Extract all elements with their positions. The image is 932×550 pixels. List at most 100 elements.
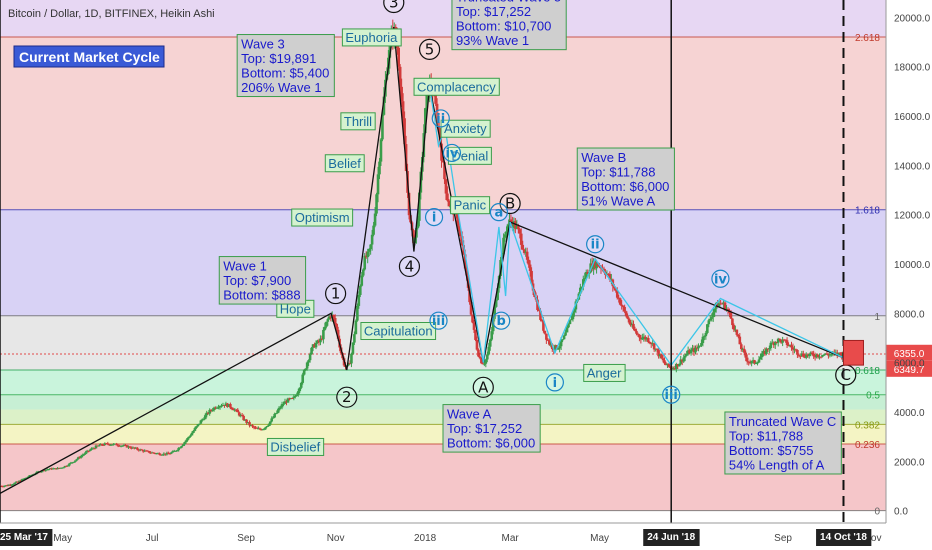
candle-body bbox=[317, 340, 321, 343]
candle-body bbox=[10, 484, 14, 486]
candle-body bbox=[675, 364, 678, 369]
candle-body bbox=[161, 454, 164, 456]
candle-body bbox=[265, 425, 269, 427]
annotation-line: Top: $11,788 bbox=[581, 165, 655, 180]
candle-body bbox=[221, 404, 225, 406]
fib-label: 1.618 bbox=[855, 206, 880, 217]
candle-body bbox=[751, 360, 755, 362]
annotation-line: Bottom: $6,000 bbox=[581, 179, 669, 194]
candle-body bbox=[822, 354, 826, 356]
candle-body bbox=[180, 446, 183, 448]
candle-body bbox=[735, 329, 739, 335]
x-tick-label: Nov bbox=[327, 533, 345, 544]
candle-body bbox=[648, 341, 652, 343]
candle-body bbox=[350, 353, 353, 364]
candle-body bbox=[175, 450, 179, 452]
candle-body bbox=[50, 468, 53, 470]
annotation-line: Wave 1 bbox=[223, 259, 267, 274]
sentiment-box bbox=[413, 77, 500, 96]
candle-body bbox=[685, 354, 688, 356]
annotation-box bbox=[218, 256, 307, 305]
annotation-line: 51% Wave A bbox=[581, 194, 655, 209]
candle-body bbox=[109, 444, 113, 446]
candle-body bbox=[695, 347, 699, 349]
candle-body bbox=[806, 354, 810, 357]
candle-body bbox=[150, 452, 154, 454]
candle-body bbox=[791, 347, 795, 350]
candle-body bbox=[369, 244, 372, 249]
candle-body bbox=[750, 361, 753, 363]
cycle-badge: Current Market Cycle bbox=[19, 49, 160, 65]
x-tick-label: Jul bbox=[146, 533, 159, 544]
candle-body bbox=[113, 443, 117, 445]
candle-body bbox=[571, 312, 575, 320]
candle-body bbox=[270, 418, 274, 422]
candle-body bbox=[583, 278, 587, 280]
candle-body bbox=[720, 303, 724, 305]
candle-body bbox=[121, 445, 124, 447]
candle-body bbox=[810, 352, 814, 354]
candle-body bbox=[807, 354, 811, 357]
candle-body bbox=[230, 407, 234, 409]
annotation-line: Bottom: $6,000 bbox=[447, 436, 535, 451]
candle-body bbox=[579, 287, 582, 294]
subwave-label: iii bbox=[432, 314, 445, 329]
annotation-line: 54% Length of A bbox=[729, 457, 825, 472]
wave-circle bbox=[383, 0, 405, 14]
candle-body bbox=[187, 436, 191, 439]
candle-body bbox=[477, 349, 480, 357]
candle-body bbox=[106, 443, 110, 445]
annotation-line: Top: $17,252 bbox=[447, 421, 522, 436]
candle-body bbox=[621, 306, 625, 308]
candle-body bbox=[655, 348, 659, 350]
annotation-line: Bottom: $5755 bbox=[729, 443, 814, 458]
candle-body bbox=[186, 438, 189, 441]
candle-body bbox=[286, 398, 290, 403]
candle-body bbox=[51, 468, 55, 470]
date-marker-label: 24 Jun '18 bbox=[647, 532, 695, 543]
candle-body bbox=[397, 47, 400, 67]
candle-body bbox=[530, 270, 533, 284]
candle-body bbox=[593, 260, 597, 269]
candle-body bbox=[686, 350, 690, 355]
candle-body bbox=[564, 332, 567, 336]
candle-body bbox=[91, 448, 95, 450]
candle-body bbox=[28, 475, 31, 477]
candle-body bbox=[447, 200, 451, 207]
candle-body bbox=[521, 244, 525, 250]
price-tag-label: 6355.0 bbox=[894, 349, 925, 360]
candle-body bbox=[680, 359, 684, 362]
candle-body bbox=[646, 337, 650, 342]
wave-label: 2 bbox=[342, 388, 352, 406]
candle-body bbox=[818, 356, 821, 358]
fib-band bbox=[0, 0, 886, 38]
candle-body bbox=[744, 352, 748, 358]
candle-body bbox=[478, 356, 482, 359]
candle-body bbox=[214, 407, 217, 409]
candle-body bbox=[196, 424, 200, 427]
trend-line bbox=[509, 221, 844, 367]
candle-body bbox=[307, 360, 310, 363]
subwave-label: iii bbox=[665, 388, 678, 403]
candle-body bbox=[813, 356, 817, 358]
y-tick-label: 14000.0 bbox=[894, 161, 931, 172]
candle-body bbox=[233, 409, 237, 411]
candle-body bbox=[444, 179, 448, 194]
candle-body bbox=[614, 288, 618, 291]
subwave-circle bbox=[711, 269, 730, 288]
candle-body bbox=[838, 352, 842, 354]
candle-body bbox=[629, 322, 632, 326]
candle-body bbox=[506, 224, 510, 232]
subwave-circle bbox=[429, 311, 448, 330]
subwave-label: i bbox=[553, 376, 557, 391]
candle-body bbox=[99, 444, 102, 446]
candle-body bbox=[351, 342, 355, 354]
candle-body bbox=[124, 445, 127, 447]
candle-body bbox=[645, 337, 649, 340]
wave-circle bbox=[325, 282, 347, 305]
subwave-circle bbox=[545, 373, 564, 392]
candle-body bbox=[697, 346, 700, 349]
candle-body bbox=[7, 484, 11, 486]
